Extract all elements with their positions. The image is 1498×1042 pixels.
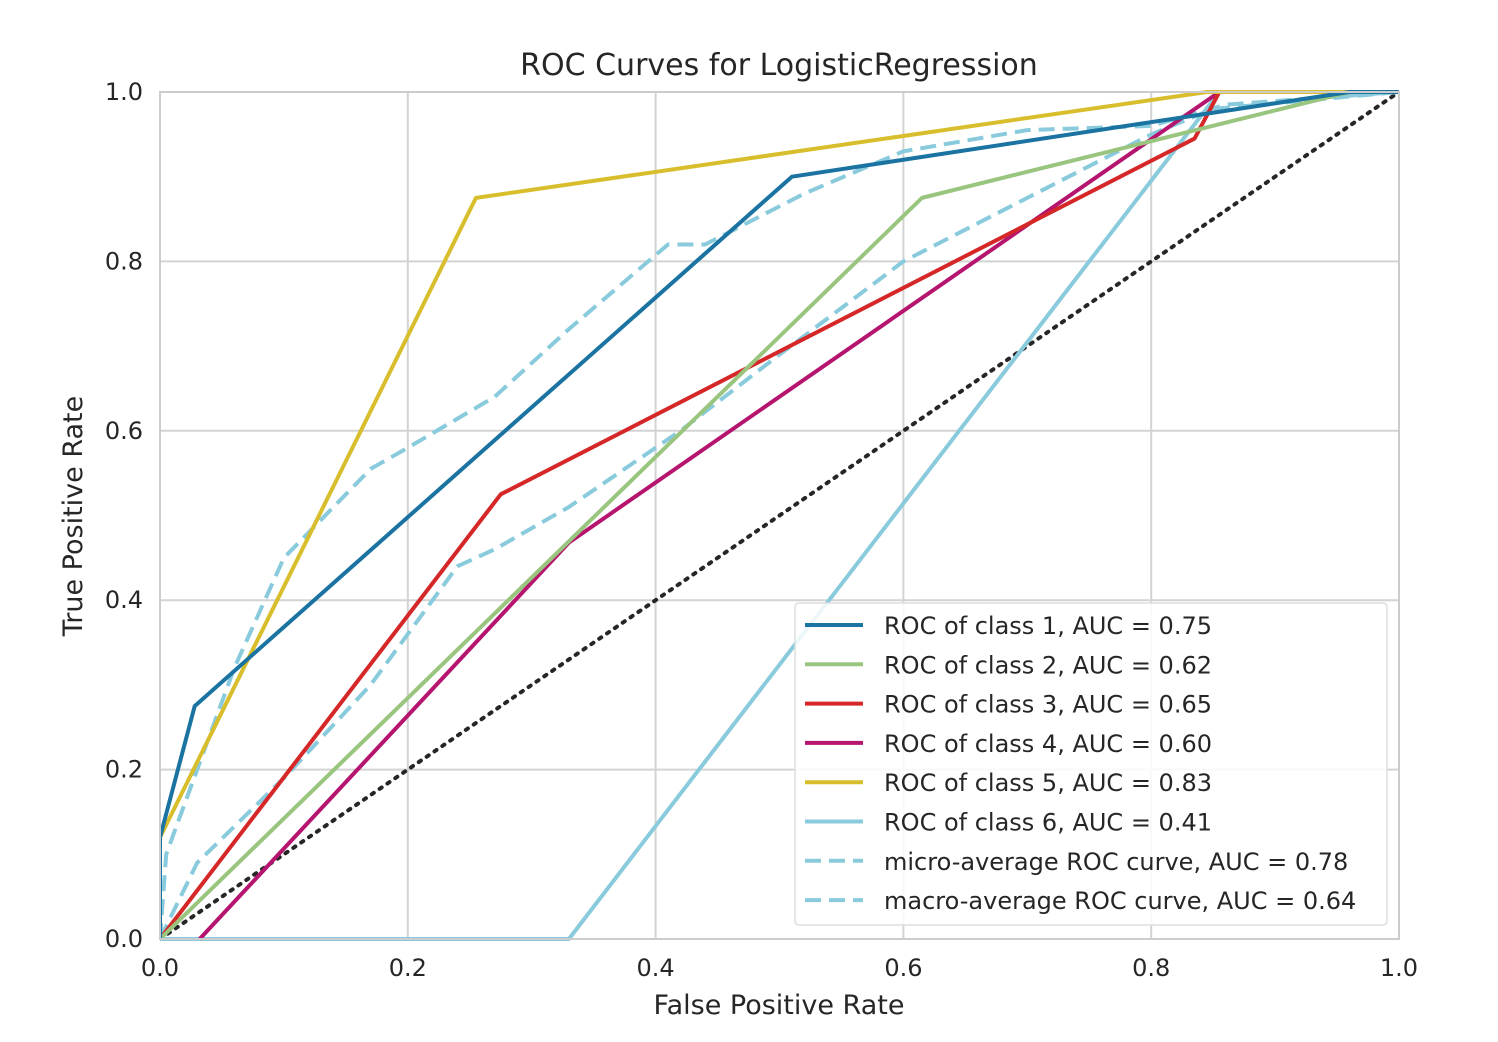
x-tick-label: 0.0 [141, 954, 179, 982]
x-tick-label: 0.6 [884, 954, 922, 982]
y-tick-label: 0.2 [105, 756, 143, 784]
series-line-7 [160, 90, 1399, 940]
legend-box [794, 602, 1388, 926]
x-tick-label: 0.8 [1132, 954, 1170, 982]
y-tick-label: 1.0 [105, 78, 143, 106]
x-tick-label: 0.4 [637, 954, 675, 982]
legend-label: ROC of class 6, AUC = 0.41 [884, 809, 1212, 837]
y-tick-label: 0.6 [105, 417, 143, 445]
chart-title: ROC Curves for LogisticRegression [520, 48, 1038, 83]
legend-label: macro-average ROC curve, AUC = 0.64 [884, 887, 1356, 915]
legend-label: micro-average ROC curve, AUC = 0.78 [884, 848, 1348, 876]
legend-label: ROC of class 5, AUC = 0.83 [884, 769, 1212, 797]
x-tick-label: 1.0 [1380, 954, 1418, 982]
legend: ROC of class 1, AUC = 0.75 ROC of class 2… [794, 602, 1388, 926]
legend-label: ROC of class 2, AUC = 0.62 [884, 651, 1212, 679]
plot-frame [159, 91, 1400, 940]
tick-labels: 0.0 0.2 0.4 0.6 0.8 1.0 0.0 0.2 0.4 0.6 0.8 1.0 [105, 78, 1418, 982]
legend-label: ROC of class 3, AUC = 0.65 [884, 691, 1212, 719]
y-axis-label: True Positive Rate [58, 396, 89, 638]
y-tick-label: 0.4 [105, 586, 143, 614]
legend-label: ROC of class 1, AUC = 0.75 [884, 612, 1212, 640]
legend-label: ROC of class 4, AUC = 0.60 [884, 730, 1212, 758]
x-tick-label: 0.2 [389, 954, 427, 982]
y-tick-label: 0.8 [105, 247, 143, 275]
chance-diagonal-line [160, 90, 1399, 941]
y-tick-label: 0.0 [105, 925, 143, 953]
x-axis-label: False Positive Rate [654, 990, 905, 1021]
